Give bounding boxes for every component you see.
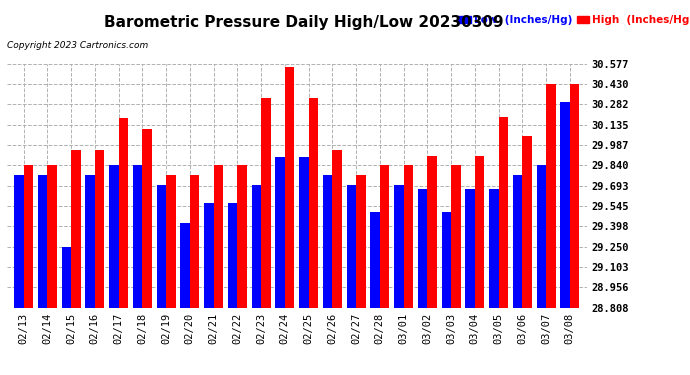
Bar [95,150,104,308]
Bar [228,202,237,308]
Bar [71,150,81,308]
Bar [157,184,166,308]
Bar [404,165,413,308]
Bar [285,68,295,308]
Bar [394,184,404,308]
Bar [537,165,546,308]
Bar [299,157,308,308]
Bar [180,223,190,308]
Text: Barometric Pressure Daily High/Low 20230309: Barometric Pressure Daily High/Low 20230… [104,15,504,30]
Bar [442,212,451,308]
Bar [346,184,356,308]
Bar [61,247,71,308]
Bar [109,165,119,308]
Bar [214,165,223,308]
Bar [142,129,152,308]
Bar [560,102,570,308]
Bar [522,136,532,308]
Bar [275,157,285,308]
Bar [333,150,342,308]
Bar [418,189,427,308]
Bar [119,118,128,308]
Bar [499,117,508,308]
Bar [204,202,214,308]
Bar [14,175,23,308]
Bar [48,165,57,308]
Bar [132,165,142,308]
Bar [190,175,199,308]
Text: Copyright 2023 Cartronics.com: Copyright 2023 Cartronics.com [7,41,148,50]
Bar [475,156,484,308]
Bar [308,98,318,308]
Bar [261,98,270,308]
Bar [38,175,48,308]
Bar [237,165,247,308]
Bar [546,84,555,308]
Bar [465,189,475,308]
Bar [570,84,580,308]
Bar [427,156,437,308]
Bar [166,175,175,308]
Bar [23,165,33,308]
Bar [489,189,499,308]
Legend: Low  (Inches/Hg), High  (Inches/Hg): Low (Inches/Hg), High (Inches/Hg) [458,15,690,26]
Bar [86,175,95,308]
Bar [323,175,333,308]
Bar [451,165,461,308]
Bar [380,165,389,308]
Bar [371,212,380,308]
Bar [252,184,261,308]
Bar [513,175,522,308]
Bar [356,175,366,308]
